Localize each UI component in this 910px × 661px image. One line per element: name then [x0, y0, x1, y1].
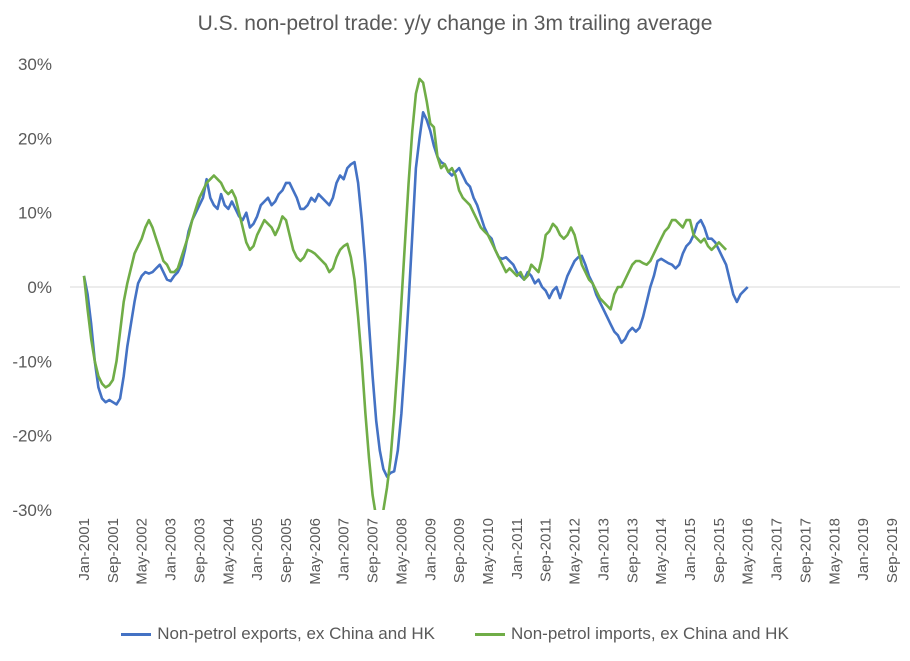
y-axis-tick-labels: 30% 20% 10% 0% -10% -20% -30% — [12, 55, 52, 520]
x-tick-label: Jan-2017 — [769, 518, 786, 581]
x-tick-label: Sep-2017 — [797, 518, 814, 583]
legend-item-imports: Non-petrol imports, ex China and HK — [475, 624, 789, 644]
x-axis-tick-labels: Jan-2001 Sep-2001 May-2002 Jan-2003 Sep-2003… — [76, 518, 901, 585]
y-tick-label: 30% — [18, 55, 52, 74]
x-tick-label: Jan-2013 — [595, 518, 612, 581]
x-tick-label: May-2006 — [307, 518, 324, 585]
legend-item-exports: Non-petrol exports, ex China and HK — [121, 624, 435, 644]
x-tick-label: Sep-2005 — [278, 518, 295, 583]
x-tick-label: Sep-2003 — [191, 518, 208, 583]
x-tick-label: Jan-2007 — [336, 518, 353, 581]
series-line-imports — [82, 77, 728, 510]
x-tick-label: May-2008 — [393, 518, 410, 585]
y-tick-label: -20% — [12, 427, 52, 446]
x-tick-label: Sep-2015 — [711, 518, 728, 583]
x-tick-label: May-2004 — [220, 518, 237, 585]
y-tick-label: -30% — [12, 501, 52, 520]
y-tick-label: 10% — [18, 204, 52, 223]
legend-swatch-exports — [121, 632, 152, 636]
x-tick-label: Jan-2011 — [509, 518, 526, 579]
legend-swatch-imports — [475, 632, 505, 636]
legend-label-imports: Non-petrol imports, ex China and HK — [511, 624, 789, 643]
series-line-exports — [82, 111, 749, 478]
x-tick-label: Jan-2019 — [855, 518, 872, 581]
x-tick-label: May-2010 — [480, 518, 497, 585]
y-tick-label: 20% — [18, 129, 52, 148]
x-tick-label: Sep-2013 — [624, 518, 641, 583]
x-tick-label: May-2018 — [826, 518, 843, 585]
x-tick-label: Sep-2007 — [365, 518, 382, 583]
x-tick-label: Sep-2011 — [538, 518, 555, 582]
x-tick-label: Sep-2001 — [105, 518, 122, 583]
x-tick-label: May-2016 — [740, 518, 757, 585]
chart-title: U.S. non-petrol trade: y/y change in 3m … — [197, 12, 713, 35]
y-tick-label: -10% — [12, 352, 52, 371]
legend-label-exports: Non-petrol exports, ex China and HK — [157, 624, 435, 643]
x-tick-label: Jan-2003 — [163, 518, 180, 581]
x-tick-label: Jan-2001 — [76, 518, 93, 581]
x-tick-label: Sep-2019 — [884, 518, 901, 583]
series-layer — [82, 77, 749, 510]
x-tick-label: Sep-2009 — [451, 518, 468, 583]
x-tick-label: Jan-2009 — [422, 518, 439, 581]
x-tick-label: Jan-2015 — [682, 518, 699, 581]
chart-legend: Non-petrol exports, ex China and HK Non-… — [0, 624, 910, 644]
x-tick-label: May-2002 — [134, 518, 151, 585]
x-tick-label: May-2012 — [567, 518, 584, 585]
y-tick-label: 0% — [27, 278, 52, 297]
x-tick-label: May-2014 — [653, 518, 670, 585]
x-tick-label: Jan-2005 — [249, 518, 266, 581]
